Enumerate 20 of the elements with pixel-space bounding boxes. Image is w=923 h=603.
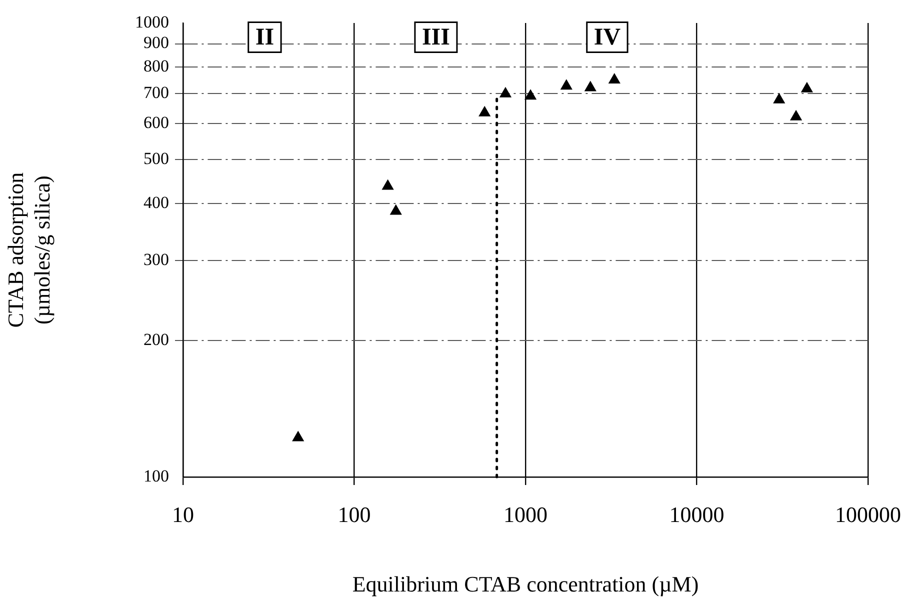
y-tick-label: 300	[144, 250, 169, 269]
y-tick-label: 200	[144, 330, 169, 349]
y-tick-label: 100	[144, 466, 169, 486]
annotation: II	[255, 24, 274, 51]
y-tick-label: 1000	[135, 12, 169, 32]
y-tick-label: 400	[144, 193, 169, 212]
y-tick-label: 500	[144, 149, 169, 168]
y-axis-title: CTAB adsorption (µmoles/g silica)	[2, 172, 54, 328]
annotation: III	[422, 24, 450, 51]
y-tick-label: 800	[144, 56, 169, 76]
annotation: IV	[594, 24, 622, 51]
x-axis-title: Equilibrium CTAB concentration (µM)	[352, 572, 699, 597]
x-tick-label: 10000	[669, 502, 724, 527]
y-tick-label: 600	[144, 113, 169, 132]
x-tick-label: 100000	[835, 502, 901, 527]
x-tick-label: 1000	[504, 502, 548, 527]
x-tick-label: 100	[338, 502, 371, 527]
x-tick-label: 10	[172, 502, 194, 527]
y-tick-label: 700	[144, 82, 169, 102]
y-tick-label: 900	[144, 33, 169, 52]
